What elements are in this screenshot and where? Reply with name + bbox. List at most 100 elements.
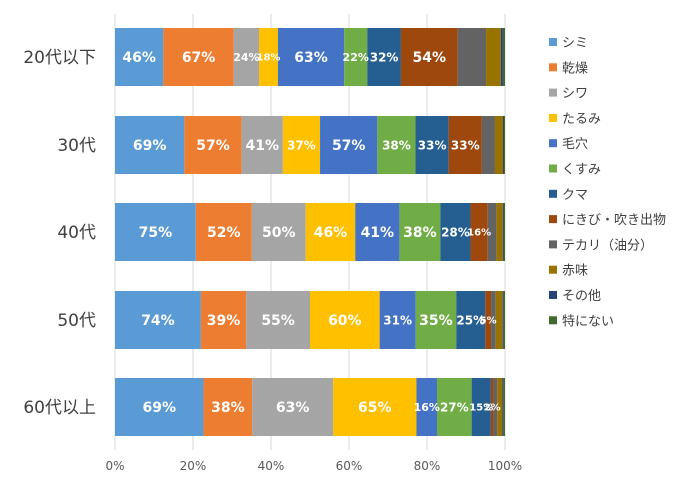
data-label: 39%	[207, 313, 241, 329]
data-label: 69%	[143, 400, 177, 416]
data-label: 54%	[413, 50, 447, 66]
bar-segment	[355, 203, 400, 261]
bar-segment	[486, 28, 501, 86]
data-label: 57%	[196, 138, 230, 154]
legend-label: テカリ（油分）	[562, 238, 653, 253]
data-label: 31%	[383, 313, 412, 327]
category-label: 20代以下	[23, 48, 96, 68]
legend-swatch	[549, 291, 557, 299]
legend-swatch	[549, 113, 557, 122]
data-label: 38%	[211, 400, 245, 416]
data-label: 38%	[403, 225, 437, 241]
data-label: 37%	[287, 138, 316, 152]
bar-segment	[471, 378, 491, 436]
bar-segment	[437, 378, 472, 436]
bar-segment	[252, 378, 334, 436]
bar-segment	[163, 28, 234, 86]
legend-swatch	[549, 215, 557, 224]
legend-label: 赤味	[562, 264, 588, 279]
legend-label: 特にない	[562, 314, 614, 329]
data-label: 16%	[414, 401, 440, 414]
category-label: 40代	[57, 223, 96, 243]
bar-segment	[115, 378, 204, 436]
legend-swatch	[549, 265, 557, 274]
legend-label: 乾燥	[562, 61, 588, 76]
bar-segment	[333, 378, 417, 436]
x-tick-label: 0%	[105, 459, 124, 473]
bar-segment	[485, 291, 492, 349]
bar-segment	[457, 28, 487, 86]
bar-segment	[277, 28, 345, 86]
legend-label: たるみ	[562, 112, 601, 127]
legend-label: シミ	[562, 36, 588, 51]
data-label: 63%	[276, 400, 310, 416]
x-tick-label: 100%	[488, 459, 522, 473]
data-label: 33%	[451, 138, 480, 152]
data-label: 18%	[257, 53, 281, 64]
bar-segment	[310, 291, 380, 349]
data-label: 46%	[314, 225, 348, 241]
legend-label: クマ	[562, 188, 588, 203]
bar-segment	[415, 116, 449, 174]
category-label: 60代以上	[23, 398, 96, 418]
data-label: 15%	[469, 403, 493, 414]
x-tick-label: 80%	[414, 459, 441, 473]
data-label: 74%	[141, 313, 175, 329]
legend-swatch	[549, 240, 557, 249]
bar-segment	[503, 378, 505, 436]
x-tick-label: 40%	[258, 459, 285, 473]
bar-segment	[502, 378, 504, 436]
data-label: 67%	[182, 50, 216, 66]
data-label: 33%	[418, 138, 447, 152]
bar-segment	[282, 116, 321, 174]
bar-segment	[233, 28, 260, 86]
category-label: 50代	[57, 311, 96, 331]
bar-segment	[456, 291, 486, 349]
bar-segment	[195, 203, 252, 261]
data-label: 5%	[480, 316, 497, 327]
x-tick-label: 60%	[336, 459, 363, 473]
x-tick-label: 20%	[180, 459, 207, 473]
bar-segment	[503, 291, 505, 349]
data-label: 63%	[294, 50, 328, 66]
legend-swatch	[549, 38, 557, 46]
bar-segment	[502, 291, 504, 349]
bar-segment	[400, 28, 458, 86]
category-labels: 20代以下 30代 40代 50代 60代以上	[23, 48, 96, 418]
data-label: 46%	[122, 50, 156, 66]
bar-segment	[377, 116, 416, 174]
bar-segment	[487, 203, 497, 261]
legend-swatch	[549, 164, 557, 173]
bar-segment	[416, 378, 438, 436]
bar-segment	[344, 28, 368, 86]
legend-swatch	[549, 139, 557, 148]
data-label: 27%	[440, 400, 469, 414]
legend-label: くすみ	[562, 163, 601, 178]
legend-label: 毛穴	[562, 137, 588, 152]
bar-segment	[305, 203, 356, 261]
bar-segment	[502, 116, 504, 174]
bar-segment	[367, 28, 401, 86]
category-label: 30代	[57, 136, 96, 156]
data-label: 28%	[441, 225, 470, 239]
data-label: 38%	[382, 138, 411, 152]
bar-segment	[115, 203, 196, 261]
bar-segment	[503, 203, 505, 261]
bar-segment	[495, 291, 503, 349]
legend-swatch	[549, 63, 557, 72]
data-label: 57%	[332, 138, 366, 154]
bar-segment	[490, 378, 494, 436]
bar-segment	[502, 28, 505, 86]
bar-segment	[399, 203, 441, 261]
legend-swatch	[549, 88, 557, 97]
x-axis-ticks: 0% 20% 40% 60% 80% 100%	[105, 459, 522, 473]
bar-segment	[491, 291, 496, 349]
bar-segment	[200, 291, 247, 349]
data-label: 2%	[484, 403, 501, 414]
data-label: 35%	[419, 313, 453, 329]
data-label: 75%	[139, 225, 173, 241]
data-label: 24%	[233, 51, 259, 64]
bar-segment	[203, 378, 253, 436]
bar-segment	[494, 116, 503, 174]
